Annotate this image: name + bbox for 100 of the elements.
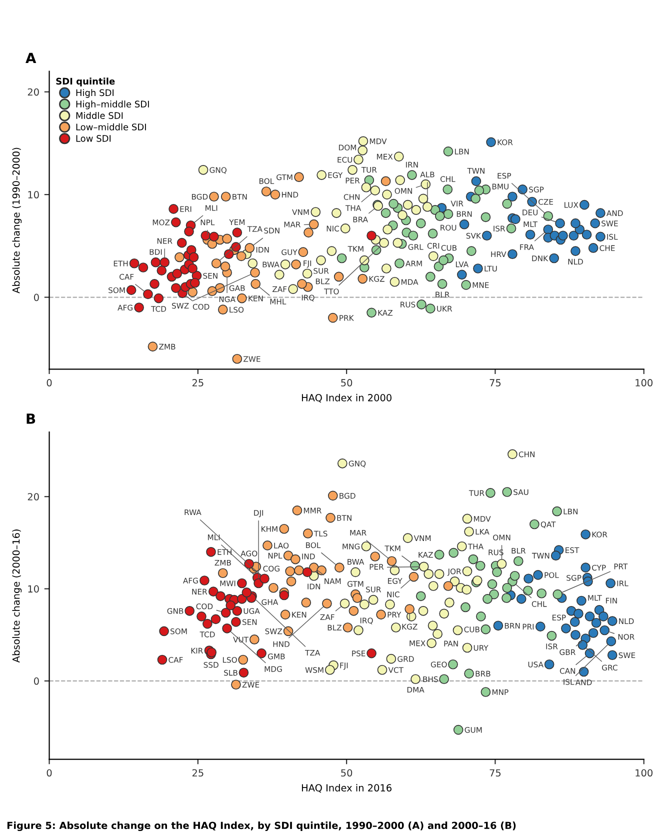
x-tick-label: 25: [192, 379, 204, 386]
point: [157, 654, 168, 665]
point: [260, 574, 270, 584]
point: [328, 490, 338, 501]
point: [270, 190, 280, 200]
point: [398, 210, 408, 220]
point: [380, 176, 391, 186]
point: [238, 654, 248, 665]
point: [466, 246, 476, 256]
point: [588, 628, 598, 638]
point: [218, 304, 228, 315]
point: [570, 218, 580, 228]
point: [550, 550, 561, 561]
point: [544, 659, 554, 670]
point: [574, 608, 584, 619]
point: [437, 278, 448, 289]
point: [350, 567, 360, 578]
point: [283, 550, 294, 561]
point: [460, 602, 470, 612]
point: [580, 562, 591, 572]
point: [438, 255, 448, 266]
point: [290, 554, 300, 564]
point: [568, 230, 579, 241]
point: [584, 612, 595, 622]
point: [188, 252, 199, 262]
point: [462, 566, 472, 576]
point: [524, 574, 534, 584]
legend-title: SDI quintile: [56, 78, 115, 86]
point: [222, 623, 232, 634]
point: [294, 172, 304, 182]
point: [386, 556, 397, 566]
point: [232, 228, 242, 238]
point: [543, 211, 554, 222]
point: [286, 576, 296, 586]
point: [232, 354, 242, 364]
point: [462, 584, 472, 595]
point: [368, 594, 378, 605]
point: [200, 576, 210, 586]
point: [354, 154, 364, 165]
point: [370, 552, 380, 562]
point: [392, 238, 403, 248]
point: [348, 606, 359, 616]
y-tick-label: 20: [28, 88, 39, 96]
point: [606, 578, 616, 588]
point: [366, 230, 376, 241]
x-axis-title: HAQ Index in 2016: [302, 784, 392, 793]
point: [443, 209, 454, 219]
point: [156, 266, 167, 276]
point: [552, 589, 563, 600]
point: [596, 208, 606, 218]
x-tick-label: 25: [192, 769, 204, 777]
point: [188, 287, 198, 298]
legend-label: High–middle SDI: [76, 100, 149, 110]
point: [268, 582, 278, 593]
point: [452, 625, 463, 636]
point: [448, 659, 458, 670]
point: [502, 593, 512, 603]
point: [337, 458, 348, 468]
point: [285, 566, 295, 576]
point: [502, 487, 512, 497]
x-tick-label: 50: [341, 379, 352, 386]
legend-label: Low SDI: [76, 135, 111, 142]
point: [209, 192, 219, 202]
point: [525, 230, 536, 240]
point: [606, 636, 616, 646]
point: [332, 208, 342, 218]
point: [492, 567, 502, 578]
point: [184, 606, 195, 616]
point: [148, 342, 158, 352]
point: [291, 259, 301, 270]
point: [468, 554, 478, 564]
chart-title: B: [26, 414, 36, 424]
point: [154, 293, 164, 304]
point: [428, 228, 438, 239]
point: [395, 175, 405, 186]
point: [418, 562, 429, 572]
point: [150, 278, 160, 289]
x-axis-title: HAQ Index in 2000: [302, 394, 392, 402]
point: [208, 586, 218, 596]
point: [480, 687, 491, 697]
point: [578, 666, 589, 677]
point: [126, 285, 136, 295]
point: [316, 170, 327, 180]
point: [422, 202, 432, 212]
point: [576, 596, 586, 606]
point: [434, 550, 444, 560]
point: [425, 304, 436, 314]
point: [250, 278, 261, 289]
point: [256, 648, 266, 658]
point: [236, 251, 246, 262]
point: [546, 630, 557, 641]
point: [237, 594, 247, 604]
point: [418, 606, 428, 616]
point: [464, 526, 474, 537]
point: [443, 581, 454, 591]
point: [196, 612, 206, 622]
x-tick-label: 50: [341, 769, 352, 777]
point: [297, 278, 307, 289]
point: [496, 558, 507, 569]
point: [224, 249, 234, 260]
